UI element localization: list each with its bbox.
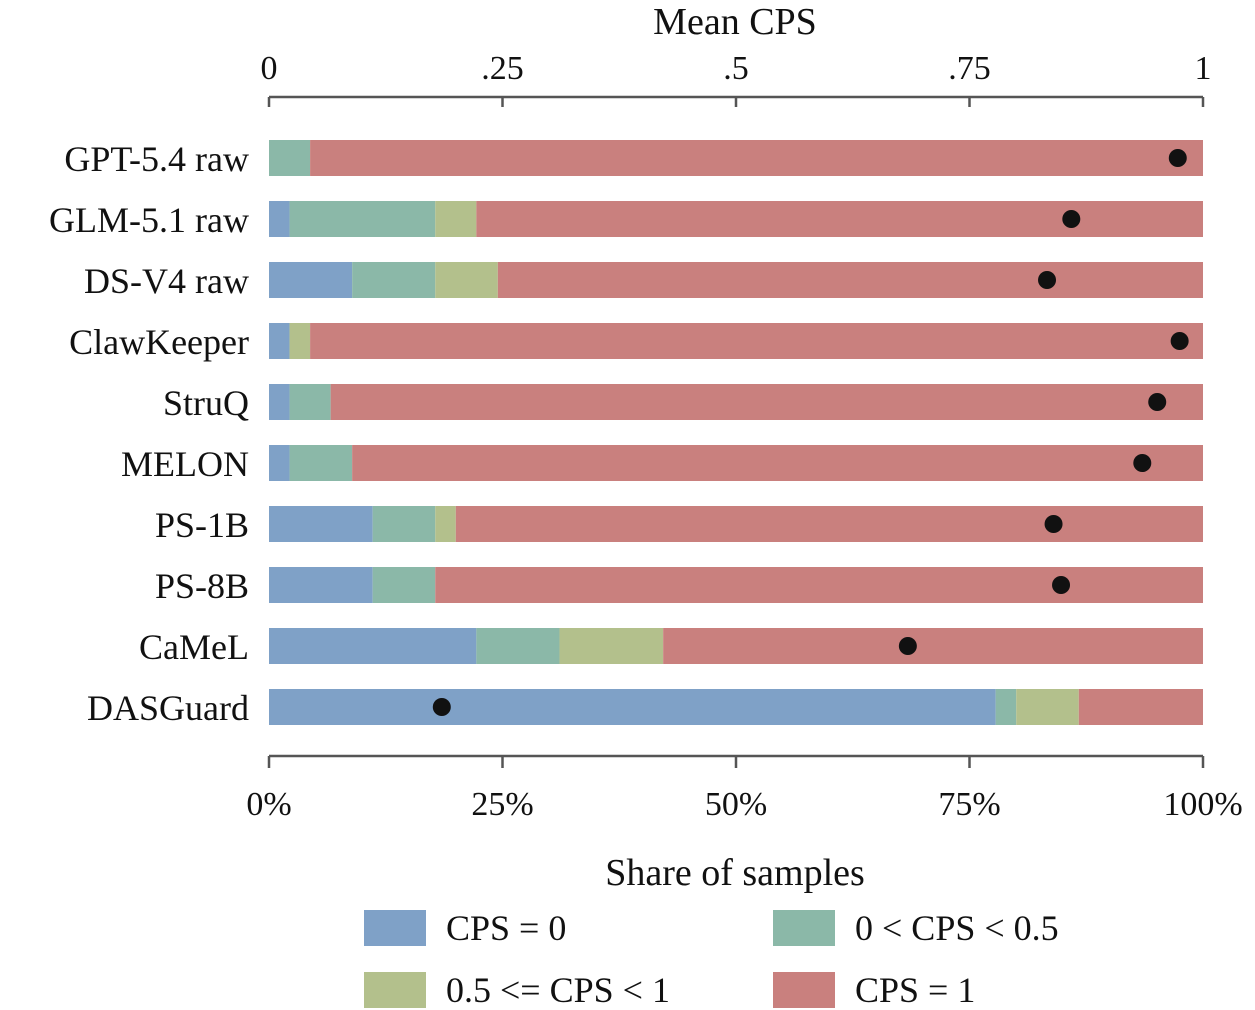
mean-cps-marker (1170, 332, 1189, 350)
bar-segment (497, 262, 1204, 298)
bar-segment (455, 506, 1203, 542)
category-label: DASGuard (87, 688, 249, 728)
legend-label: CPS = 0 (446, 908, 566, 948)
legend-label: 0.5 <= CPS < 1 (446, 970, 670, 1010)
bar-segment (289, 323, 311, 359)
legend-swatch (773, 972, 835, 1008)
mean-cps-marker (1062, 210, 1081, 228)
category-label: PS-1B (155, 505, 249, 545)
bar-segment (476, 628, 560, 664)
legend-swatch (364, 972, 426, 1008)
bottom-tick-label: 75% (938, 786, 1000, 823)
category-label: ClawKeeper (69, 322, 249, 362)
bar-segment (476, 201, 1203, 237)
bar-segment (352, 445, 1204, 481)
bar-segment (269, 201, 290, 237)
bar-segment (289, 445, 353, 481)
category-label: GPT-5.4 raw (64, 139, 249, 179)
bar-segment (1016, 689, 1079, 725)
bar-segment (310, 323, 1203, 359)
category-label: PS-8B (155, 566, 249, 606)
bars (269, 140, 1204, 725)
bar-segment (330, 384, 1203, 420)
legend-swatch (364, 910, 426, 946)
bar-segment (435, 262, 498, 298)
bar-segment (372, 567, 436, 603)
bar-segment (269, 384, 290, 420)
mean-cps-marker (1133, 454, 1152, 472)
top-tick-label: .5 (723, 50, 749, 87)
legend-swatch (773, 910, 835, 946)
bar-segment (269, 567, 373, 603)
top-tick-label: 1 (1195, 50, 1212, 87)
mean-cps-marker (432, 698, 451, 716)
bar-segment (269, 140, 311, 176)
bar-segment (269, 262, 353, 298)
bottom-axis-title: Share of samples (605, 852, 865, 894)
legend-label: CPS = 1 (855, 970, 975, 1010)
bar-segment (663, 628, 1203, 664)
bar-segment (1078, 689, 1203, 725)
top-axis: 0 .25 .5 .75 1 (261, 50, 1212, 107)
bar-segment (435, 506, 456, 542)
bottom-tick-label: 100% (1163, 786, 1242, 823)
top-axis-title: Mean CPS (653, 1, 817, 43)
category-labels: GPT-5.4 raw GLM-5.1 raw DS-V4 raw ClawKeepe… (49, 139, 249, 728)
category-label: CaMeL (139, 627, 249, 667)
category-label: StruQ (163, 383, 249, 423)
bar-segment (289, 384, 331, 420)
bar-segment (269, 628, 477, 664)
bottom-tick-label: 0% (246, 786, 291, 823)
legend: CPS = 0 0 < CPS < 0.5 0.5 <= CPS < 1 CPS = … (364, 908, 1059, 1010)
mean-cps-markers (432, 149, 1189, 716)
category-label: DS-V4 raw (84, 261, 249, 301)
bar-segment (435, 201, 477, 237)
bar-segment (559, 628, 664, 664)
category-label: GLM-5.1 raw (49, 200, 249, 240)
top-tick-label: .25 (481, 50, 524, 87)
bar-segment (269, 506, 373, 542)
bar-segment (269, 689, 996, 725)
top-tick-label: .75 (948, 50, 991, 87)
legend-label: 0 < CPS < 0.5 (855, 908, 1059, 948)
bar-segment (435, 567, 1203, 603)
bar-segment (995, 689, 1017, 725)
bar-segment (352, 262, 436, 298)
top-tick-label: 0 (261, 50, 278, 87)
bottom-tick-label: 25% (471, 786, 533, 823)
mean-cps-marker (1148, 393, 1167, 411)
mean-cps-marker (1038, 271, 1057, 289)
mean-cps-marker (1052, 576, 1071, 594)
bottom-axis: 0% 25% 50% 75% 100% (246, 754, 1243, 823)
bottom-tick-label: 50% (705, 786, 767, 823)
bar-segment (269, 323, 290, 359)
bar-segment (289, 201, 436, 237)
mean-cps-marker (1168, 149, 1187, 167)
bar-segment (372, 506, 436, 542)
category-label: MELON (121, 444, 249, 484)
mean-cps-marker (898, 637, 917, 655)
mean-cps-marker (1044, 515, 1063, 533)
bar-segment (310, 140, 1203, 176)
bar-segment (269, 445, 290, 481)
